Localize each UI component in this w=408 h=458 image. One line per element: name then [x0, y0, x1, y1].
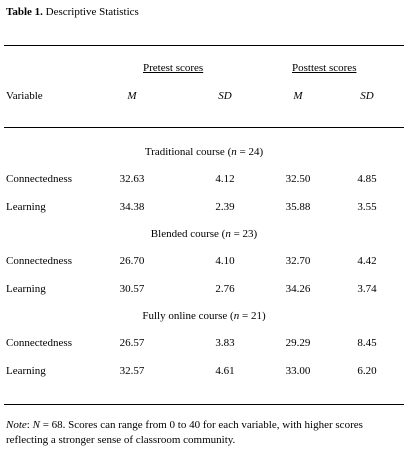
row-variable: Connectedness	[6, 173, 72, 185]
pre-sd-header: SD	[218, 90, 232, 102]
pretest-header: Pretest scores	[143, 62, 204, 74]
group-label: Blended course (n = 23)	[150, 228, 258, 240]
variable-header: Variable	[6, 90, 43, 102]
bottom-rule	[4, 404, 404, 405]
post-m-cell: 34.26	[285, 283, 311, 295]
pre-m-cell: 32.63	[119, 173, 145, 185]
post-sd-cell: 4.85	[357, 173, 377, 185]
posttest-header: Posttest scores	[292, 62, 357, 74]
post-sd-cell: 3.55	[357, 201, 377, 213]
table-caption: Descriptive Statistics	[45, 6, 139, 18]
top-rule	[4, 45, 404, 46]
pre-sd-cell: 4.61	[215, 365, 235, 377]
post-m-cell: 33.00	[285, 365, 311, 377]
post-sd-cell: 3.74	[357, 283, 377, 295]
group-label: Traditional course (n = 24)	[144, 146, 264, 158]
table-label: Table 1.	[6, 6, 43, 18]
pre-m-cell: 32.57	[119, 365, 145, 377]
post-sd-cell: 8.45	[357, 337, 377, 349]
pre-m-cell: 26.70	[119, 255, 145, 267]
pre-sd-cell: 4.12	[215, 173, 235, 185]
row-variable: Learning	[6, 365, 46, 377]
post-sd-header: SD	[360, 90, 374, 102]
post-m-cell: 32.50	[285, 173, 311, 185]
table-note: Note: N = 68. Scores can range from 0 to…	[6, 419, 363, 446]
group-label: Fully online course (n = 21)	[142, 310, 266, 322]
row-variable: Connectedness	[6, 255, 72, 267]
row-variable: Learning	[6, 201, 46, 213]
post-m-cell: 32.70	[285, 255, 311, 267]
pre-m-header: M	[127, 90, 137, 102]
pre-sd-cell: 3.83	[215, 337, 235, 349]
pre-sd-cell: 2.76	[215, 283, 235, 295]
post-m-cell: 29.29	[285, 337, 311, 349]
table-title: Table 1. Descriptive Statistics	[6, 6, 139, 18]
pre-m-cell: 34.38	[119, 201, 145, 213]
post-sd-cell: 6.20	[357, 365, 377, 377]
pre-m-cell: 30.57	[119, 283, 145, 295]
pre-sd-cell: 2.39	[215, 201, 235, 213]
post-m-header: M	[293, 90, 303, 102]
pre-m-cell: 26.57	[119, 337, 145, 349]
post-sd-cell: 4.42	[357, 255, 377, 267]
post-m-cell: 35.88	[285, 201, 311, 213]
row-variable: Learning	[6, 283, 46, 295]
pre-sd-cell: 4.10	[215, 255, 235, 267]
row-variable: Connectedness	[6, 337, 72, 349]
header-rule	[4, 127, 404, 128]
